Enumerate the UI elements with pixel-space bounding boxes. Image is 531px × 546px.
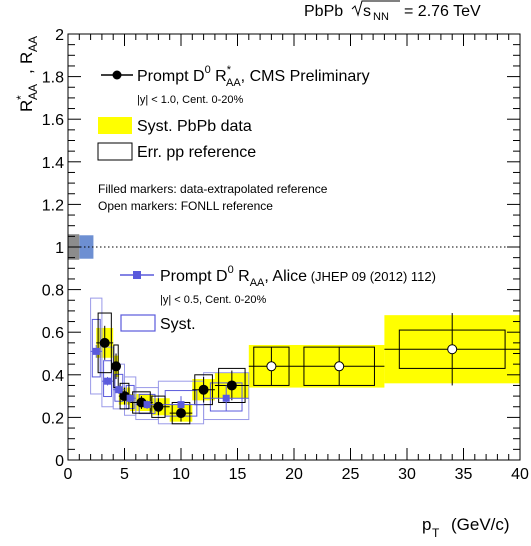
x-tick-label: 40	[511, 466, 529, 483]
x-tick-label: 20	[285, 466, 303, 483]
sqrt-symbol	[351, 0, 400, 17]
y-title-s1: AA	[26, 84, 40, 100]
alice-marker	[104, 377, 112, 385]
x-tick-label: 10	[172, 466, 190, 483]
legend-alice-syst-label: Syst.	[160, 316, 196, 333]
y-title-r1: R	[17, 100, 36, 112]
norm-box-alice	[79, 235, 94, 259]
y-tick-label: 1	[55, 240, 64, 257]
cms-open-marker	[447, 344, 458, 355]
x-tick-label: 5	[120, 466, 129, 483]
legend-alice: Prompt D0 RAA, Alice (JHEP 09 (2012) 112…	[120, 264, 436, 333]
cms-filled-marker	[198, 384, 209, 395]
legend-alice-selection: |y| < 0.5, Cent. 0-20%	[160, 294, 267, 306]
alice-marker	[177, 401, 185, 409]
cms-filled-marker	[111, 361, 122, 372]
x-tick-label: 30	[398, 466, 416, 483]
alice-marker	[115, 386, 123, 394]
y-tick-label: 0	[55, 453, 64, 470]
y-tick-label: 1.6	[42, 112, 64, 129]
x-title-p: p	[422, 515, 431, 534]
alice-syst-box-inner	[91, 318, 101, 378]
legend-cms-syst-label: Syst. PbPb data	[137, 118, 252, 135]
legend-cms: Prompt D0 R* AA, CMS Preliminary |y| < 1.…	[97, 64, 370, 213]
data-markers	[92, 337, 458, 419]
y-title-r2: R	[17, 52, 36, 64]
legend-pp-swatch	[97, 142, 133, 161]
y-tick-label: 1.2	[42, 197, 64, 214]
collision-header: PbPb s NN = 2.76 TeV	[304, 0, 481, 23]
alice-marker	[126, 394, 134, 402]
header-system: PbPb	[304, 3, 343, 20]
legend-cms-label: Prompt D0 R* AA, CMS Preliminary	[137, 64, 370, 89]
y-tick-label: 0.6	[42, 325, 64, 342]
header-sqrt-sub: NN	[373, 11, 389, 23]
note-open-markers: Open markers: FONLL reference	[98, 199, 273, 213]
y-tick-label: 0.2	[42, 410, 64, 427]
tick-labels: 0 5 10 15 20 25 30 35 40 0 0.2 0.4 0.6 0.8 1 1.2 1.4 1.6 1…	[42, 27, 529, 483]
x-tick-label: 25	[342, 466, 360, 483]
x-tick-label: 15	[229, 466, 247, 483]
y-tick-label: 2	[55, 27, 64, 44]
alice-marker	[222, 394, 230, 402]
alice-marker	[92, 347, 100, 355]
alice-marker	[143, 401, 151, 409]
note-filled-markers: Filled markers: data-extrapolated refere…	[98, 182, 328, 196]
legend-alice-syst-swatch	[120, 314, 156, 332]
cms-filled-marker	[153, 401, 164, 412]
legend-cms-marker	[112, 70, 122, 80]
legend-alice-label: Prompt D0 RAA, Alice (JHEP 09 (2012) 112…	[160, 264, 436, 289]
axis-ticks	[67, 33, 521, 461]
cms-filled-marker	[176, 408, 186, 419]
cms-filled-marker	[99, 337, 110, 348]
header-sqrt-s: s	[363, 3, 371, 20]
x-axis-title: p T (GeV/c)	[422, 515, 510, 540]
y-tick-label: 0.8	[42, 283, 64, 300]
header-energy: = 2.76 TeV	[404, 3, 481, 20]
x-tick-label: 35	[455, 466, 473, 483]
x-tick-label: 0	[64, 466, 73, 483]
cms-open-marker	[334, 361, 345, 372]
cms-filled-marker	[226, 380, 237, 391]
y-title-comma: ,	[17, 69, 36, 74]
y-tick-label: 1.4	[42, 155, 64, 172]
y-axis-title: R * AA , R AA	[14, 36, 40, 112]
legend-cms-syst-swatch	[98, 117, 132, 134]
y-tick-label: 1.8	[42, 70, 64, 87]
y-title-s2: AA	[26, 36, 40, 52]
cms-open-marker	[266, 361, 277, 372]
y-title-star: *	[14, 95, 28, 100]
x-title-sub: T	[432, 526, 440, 540]
legend-pp-label: Err. pp reference	[137, 144, 256, 161]
y-tick-label: 0.4	[42, 368, 64, 385]
legend-cms-selection: |y| < 1.0, Cent. 0-20%	[137, 94, 244, 106]
alice-syst-box-inner	[103, 360, 113, 398]
x-title-unit: (GeV/c)	[451, 515, 510, 534]
legend-alice-marker	[133, 271, 141, 279]
